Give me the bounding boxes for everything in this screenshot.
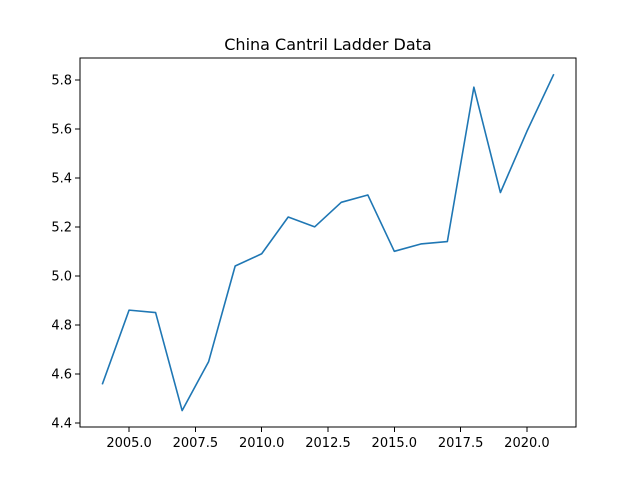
y-tick-label: 5.2 <box>51 220 72 235</box>
x-tick-label: 2007.5 <box>173 436 219 451</box>
y-tick-label: 4.6 <box>51 367 72 382</box>
chart-title: China Cantril Ladder Data <box>224 35 431 54</box>
x-tick-label: 2015.0 <box>372 436 418 451</box>
y-tick-label: 5.4 <box>51 171 72 186</box>
y-tick-label: 4.4 <box>51 416 72 431</box>
y-tick-label: 4.8 <box>51 318 72 333</box>
y-tick-label: 5.6 <box>51 122 72 137</box>
x-tick-label: 2010.0 <box>239 436 285 451</box>
axis-layer <box>79 57 577 428</box>
x-tick-label: 2020.0 <box>504 436 550 451</box>
series-layer <box>101 73 555 412</box>
y-tick-label: 5.0 <box>51 269 72 284</box>
x-tick-label: 2005.0 <box>106 436 152 451</box>
x-tick-label: 2017.5 <box>438 436 484 451</box>
series-line-0 <box>101 73 555 412</box>
x-tick-label: 2012.5 <box>305 436 351 451</box>
tick-layer: 2005.0 2007.5 2010.0 2012.5 2015.0 2017.5 2020… <box>51 73 549 451</box>
y-tick-label: 5.8 <box>51 73 72 88</box>
plot-frame <box>79 57 577 428</box>
